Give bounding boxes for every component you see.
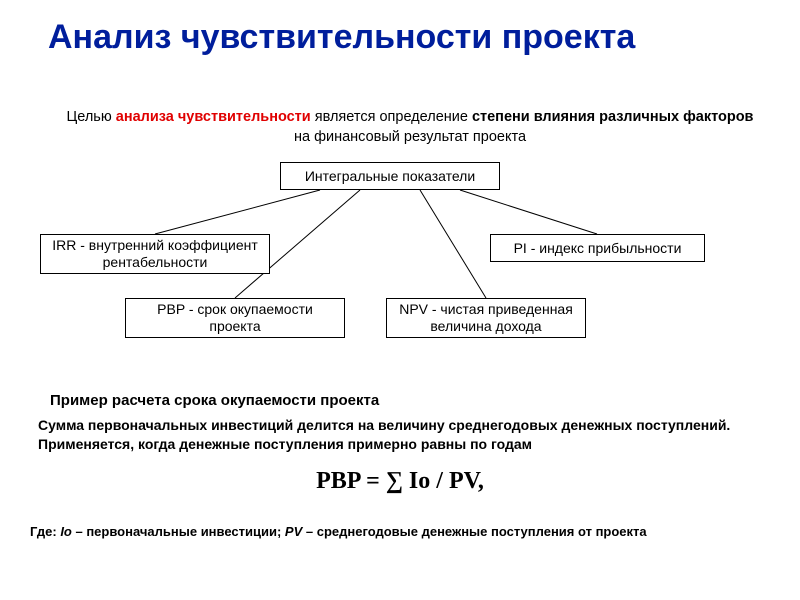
diagram-root-node: Интегральные показатели [280,162,500,190]
page-title: Анализ чувствительности проекта [48,18,635,57]
legend: Где: Io – первоначальные инвестиции; PV … [30,524,770,541]
subtitle-bold: степени влияния различных факторов [472,109,754,125]
formula: PBP = ∑ Io / PV, [0,468,800,495]
diagram-child-node: NPV - чистая приведенная величина дохода [386,298,586,338]
diagram-child-node: PBP - срок окупаемости проекта [125,298,345,338]
subtitle-pre: Целью [67,109,116,125]
legend-var-pv: PV [285,524,302,539]
diagram-child-node: PI - индекс прибыльности [490,234,705,262]
subtitle-accent: анализа чувствительности [116,109,311,125]
legend-var-io: Io [60,524,72,539]
subtitle: Целью анализа чувствительности является … [60,108,760,147]
legend-pre: Где: [30,524,60,539]
subtitle-post: на финансовый результат проекта [294,129,526,145]
legend-def1: – первоначальные инвестиции; [72,524,285,539]
subtitle-mid: является определение [311,109,472,125]
legend-def2: – среднегодовые денежные поступления от … [302,524,646,539]
example-heading: Пример расчета срока окупаемости проекта [50,392,379,409]
diagram-child-node: IRR - внутренний коэффициент рентабельно… [40,234,270,274]
example-body: Сумма первоначальных инвестиций делится … [38,416,758,454]
